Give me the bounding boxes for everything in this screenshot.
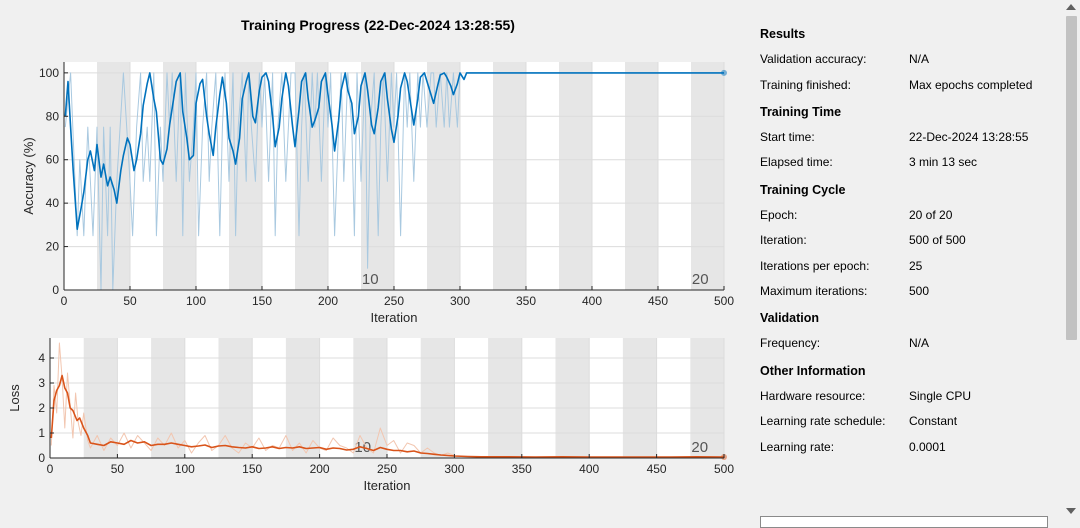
x-tick-label: 200 bbox=[310, 462, 330, 476]
x-tick-label: 500 bbox=[714, 294, 734, 308]
x-tick-label: 400 bbox=[582, 294, 602, 308]
accuracy-plot: 10 200 50 100 150 200 250 300 350 400 450 500020406… bbox=[21, 62, 734, 325]
epoch-band bbox=[691, 62, 724, 290]
start-time-label: Start time: bbox=[760, 130, 815, 144]
y-tick-label: 3 bbox=[38, 376, 45, 390]
max-iterations-value: 500 bbox=[909, 284, 930, 298]
charts-area: Training Progress (22-Dec-2024 13:28:55)… bbox=[7, 17, 734, 493]
lr-schedule-label: Learning rate schedule: bbox=[760, 414, 886, 428]
training-finished-label: Training finished: bbox=[760, 78, 851, 92]
results-heading: Results bbox=[760, 27, 806, 41]
y-tick-label: 2 bbox=[38, 401, 45, 415]
epoch-label: 20 bbox=[692, 271, 709, 288]
x-tick-label: 450 bbox=[648, 294, 668, 308]
epoch-band bbox=[559, 62, 592, 290]
y-tick-label: 40 bbox=[46, 196, 60, 210]
epoch-label: 10 bbox=[362, 271, 379, 288]
x-tick-label: 350 bbox=[512, 462, 532, 476]
epoch-band bbox=[493, 62, 526, 290]
max-iterations-label: Maximum iterations: bbox=[760, 284, 868, 298]
elapsed-time-label: Elapsed time: bbox=[760, 155, 833, 169]
x-tick-label: 300 bbox=[450, 294, 470, 308]
smoothed-series-line bbox=[64, 72, 724, 230]
training-cycle-heading: Training Cycle bbox=[760, 183, 846, 197]
learning-rate-label: Learning rate: bbox=[760, 440, 835, 454]
x-tick-label: 150 bbox=[252, 294, 272, 308]
x-tick-label: 100 bbox=[186, 294, 206, 308]
x-axis-label: Iteration bbox=[371, 310, 418, 325]
epoch-label: Epoch: bbox=[760, 208, 798, 222]
series-end-marker bbox=[721, 69, 727, 76]
x-tick-label: 100 bbox=[175, 462, 195, 476]
x-tick-label: 50 bbox=[123, 294, 137, 308]
x-tick-label: 250 bbox=[384, 294, 404, 308]
y-tick-label: 4 bbox=[38, 351, 45, 365]
iterations-per-epoch-label: Iterations per epoch: bbox=[760, 259, 870, 273]
y-tick-label: 20 bbox=[46, 240, 60, 254]
x-tick-label: 500 bbox=[714, 462, 734, 476]
y-tick-label: 1 bbox=[38, 426, 45, 440]
epoch-band bbox=[625, 62, 658, 290]
frequency-label: Frequency: bbox=[760, 336, 821, 350]
hardware-label: Hardware resource: bbox=[760, 389, 866, 403]
x-tick-label: 400 bbox=[579, 462, 599, 476]
training-finished-value: Max epochs completed bbox=[909, 78, 1033, 92]
hardware-value: Single CPU bbox=[909, 389, 972, 403]
elapsed-time-value: 3 min 13 sec bbox=[909, 155, 978, 169]
iteration-value: 500 of 500 bbox=[909, 233, 966, 247]
validation-heading: Validation bbox=[760, 311, 820, 325]
y-tick-label: 0 bbox=[52, 283, 59, 297]
learning-rate-value: 0.0001 bbox=[909, 440, 946, 454]
validation-accuracy-value: N/A bbox=[909, 52, 930, 66]
loss-plot: 10 200 50 100 150 200 250 300 350 400 450 50001234I… bbox=[7, 338, 734, 493]
x-tick-label: 200 bbox=[318, 294, 338, 308]
smoothed-series-line bbox=[50, 374, 725, 458]
validation-accuracy-label: Validation accuracy: bbox=[760, 52, 867, 66]
epoch-band bbox=[285, 338, 320, 458]
x-tick-label: 250 bbox=[377, 462, 397, 476]
x-tick-label: 50 bbox=[111, 462, 125, 476]
raw-series-line bbox=[50, 342, 455, 456]
training-time-heading: Training Time bbox=[760, 105, 842, 119]
y-tick-label: 0 bbox=[38, 451, 45, 465]
y-tick-label: 60 bbox=[46, 153, 60, 167]
bottom-panel-box[interactable] bbox=[760, 516, 1048, 528]
other-info-heading: Other Information bbox=[760, 364, 866, 378]
x-tick-label: 300 bbox=[444, 462, 464, 476]
epoch-band bbox=[229, 62, 262, 290]
scroll-down-arrow-icon[interactable] bbox=[1066, 508, 1076, 514]
epoch-value: 20 of 20 bbox=[909, 208, 953, 222]
iterations-per-epoch-value: 25 bbox=[909, 259, 923, 273]
iteration-label: Iteration: bbox=[760, 233, 807, 247]
x-tick-label: 150 bbox=[242, 462, 262, 476]
raw-series-line bbox=[64, 72, 461, 291]
info-panel: Results Validation accuracy: N/A Trainin… bbox=[760, 0, 1050, 520]
epoch-band bbox=[622, 338, 657, 458]
epoch-band bbox=[218, 338, 253, 458]
training-progress-charts: Training Progress (22-Dec-2024 13:28:55)… bbox=[7, 17, 734, 493]
epoch-band bbox=[555, 338, 590, 458]
epoch-band bbox=[488, 338, 522, 458]
frequency-value: N/A bbox=[909, 336, 930, 350]
epoch-label: 20 bbox=[691, 439, 708, 456]
scroll-up-arrow-icon[interactable] bbox=[1066, 4, 1076, 10]
x-tick-label: 450 bbox=[647, 462, 667, 476]
y-axis-label: Loss bbox=[7, 384, 22, 412]
x-axis-label: Iteration bbox=[364, 478, 411, 493]
chart-title: Training Progress (22-Dec-2024 13:28:55) bbox=[241, 17, 515, 33]
x-tick-label: 0 bbox=[61, 294, 68, 308]
y-tick-label: 80 bbox=[46, 109, 60, 123]
start-time-value: 22-Dec-2024 13:28:55 bbox=[909, 130, 1029, 144]
y-axis-label: Accuracy (%) bbox=[21, 137, 36, 214]
x-tick-label: 0 bbox=[47, 462, 54, 476]
epoch-band bbox=[420, 338, 455, 458]
scrollbar-thumb[interactable] bbox=[1066, 16, 1077, 340]
x-tick-label: 350 bbox=[516, 294, 536, 308]
y-tick-label: 100 bbox=[39, 66, 59, 80]
lr-schedule-value: Constant bbox=[909, 414, 958, 428]
